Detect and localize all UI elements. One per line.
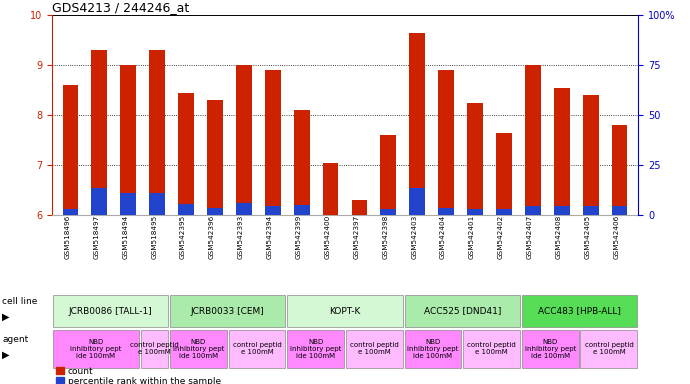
Bar <box>554 88 570 215</box>
Text: GSM542403: GSM542403 <box>411 215 417 259</box>
Bar <box>178 204 194 215</box>
Bar <box>287 295 403 327</box>
Text: NBD
inhibitory pept
ide 100mM: NBD inhibitory pept ide 100mM <box>290 339 342 359</box>
Text: JCRB0086 [TALL-1]: JCRB0086 [TALL-1] <box>68 306 152 316</box>
Text: control peptid
e 100mM: control peptid e 100mM <box>350 343 399 355</box>
Text: GSM542407: GSM542407 <box>526 215 533 259</box>
Text: GSM542404: GSM542404 <box>440 215 446 259</box>
Text: ACC483 [HPB-ALL]: ACC483 [HPB-ALL] <box>538 306 621 316</box>
Text: GSM542394: GSM542394 <box>267 215 273 259</box>
Bar <box>236 65 252 215</box>
Text: GSM542401: GSM542401 <box>469 215 475 259</box>
Bar <box>351 200 367 215</box>
Bar <box>467 103 483 215</box>
Bar <box>265 206 281 215</box>
Bar <box>149 193 165 215</box>
Bar <box>582 206 598 215</box>
Bar <box>380 209 396 215</box>
Bar <box>294 205 310 215</box>
Bar <box>178 93 194 215</box>
Bar <box>438 207 454 215</box>
Text: agent: agent <box>2 335 28 344</box>
Text: GSM542393: GSM542393 <box>238 215 244 259</box>
Bar <box>207 207 223 215</box>
Bar <box>52 329 139 368</box>
Bar <box>611 125 627 215</box>
Bar <box>522 329 579 368</box>
Bar <box>265 70 281 215</box>
Bar <box>404 295 520 327</box>
Bar <box>92 50 108 215</box>
Text: NBD
inhibitory pept
ide 100mM: NBD inhibitory pept ide 100mM <box>524 339 576 359</box>
Bar <box>554 206 570 215</box>
Text: ▶: ▶ <box>2 349 10 360</box>
Bar <box>63 209 79 215</box>
Text: ▶: ▶ <box>2 312 10 322</box>
Text: KOPT-K: KOPT-K <box>329 306 361 316</box>
Text: NBD
inhibitory pept
ide 100mM: NBD inhibitory pept ide 100mM <box>407 339 459 359</box>
Bar <box>294 110 310 215</box>
Bar <box>496 132 512 215</box>
Bar <box>525 206 541 215</box>
Bar <box>141 329 168 368</box>
Bar <box>580 329 638 368</box>
Text: GSM542399: GSM542399 <box>295 215 302 259</box>
Bar <box>438 70 454 215</box>
Bar <box>149 50 165 215</box>
Bar <box>120 193 136 215</box>
Text: control peptid
e 100mM: control peptid e 100mM <box>233 343 282 355</box>
Bar <box>63 85 79 215</box>
Text: GSM518496: GSM518496 <box>65 215 70 259</box>
Text: GSM542408: GSM542408 <box>555 215 562 259</box>
Bar <box>323 163 339 215</box>
Text: GSM542396: GSM542396 <box>209 215 215 259</box>
Bar <box>525 65 541 215</box>
Text: control peptid
e 100mM: control peptid e 100mM <box>584 343 633 355</box>
Bar <box>287 329 344 368</box>
Text: ACC525 [DND41]: ACC525 [DND41] <box>424 306 501 316</box>
Bar <box>409 33 425 215</box>
Bar <box>404 329 462 368</box>
Text: GSM542405: GSM542405 <box>584 215 591 259</box>
Text: GDS4213 / 244246_at: GDS4213 / 244246_at <box>52 1 189 14</box>
Bar <box>52 295 168 327</box>
Bar <box>170 295 286 327</box>
Text: GSM518494: GSM518494 <box>122 215 128 259</box>
Bar <box>228 329 286 368</box>
Text: GSM518497: GSM518497 <box>93 215 99 259</box>
Bar <box>207 100 223 215</box>
Text: GSM542398: GSM542398 <box>382 215 388 259</box>
Text: GSM542395: GSM542395 <box>180 215 186 259</box>
Bar <box>236 203 252 215</box>
Text: control peptid
e 100mM: control peptid e 100mM <box>130 343 179 355</box>
Text: GSM542406: GSM542406 <box>613 215 620 259</box>
Text: GSM542402: GSM542402 <box>498 215 504 259</box>
Text: GSM542397: GSM542397 <box>353 215 359 259</box>
Bar <box>611 206 627 215</box>
Bar <box>582 95 598 215</box>
Bar <box>380 135 396 215</box>
Text: NBD
inhibitory pept
ide 100mM: NBD inhibitory pept ide 100mM <box>70 339 121 359</box>
Bar <box>409 188 425 215</box>
Bar <box>170 329 227 368</box>
Bar <box>522 295 638 327</box>
Text: JCRB0033 [CEM]: JCRB0033 [CEM] <box>191 306 264 316</box>
Text: GSM518495: GSM518495 <box>151 215 157 259</box>
Bar <box>463 329 520 368</box>
Bar <box>467 209 483 215</box>
Bar <box>92 188 108 215</box>
Text: GSM542400: GSM542400 <box>324 215 331 259</box>
Text: control peptid
e 100mM: control peptid e 100mM <box>467 343 516 355</box>
Bar <box>346 329 403 368</box>
Bar <box>496 209 512 215</box>
Text: cell line: cell line <box>2 297 37 306</box>
Text: NBD
inhibitory pept
ide 100mM: NBD inhibitory pept ide 100mM <box>172 339 224 359</box>
Legend: count, percentile rank within the sample: count, percentile rank within the sample <box>57 367 221 384</box>
Bar <box>120 65 136 215</box>
